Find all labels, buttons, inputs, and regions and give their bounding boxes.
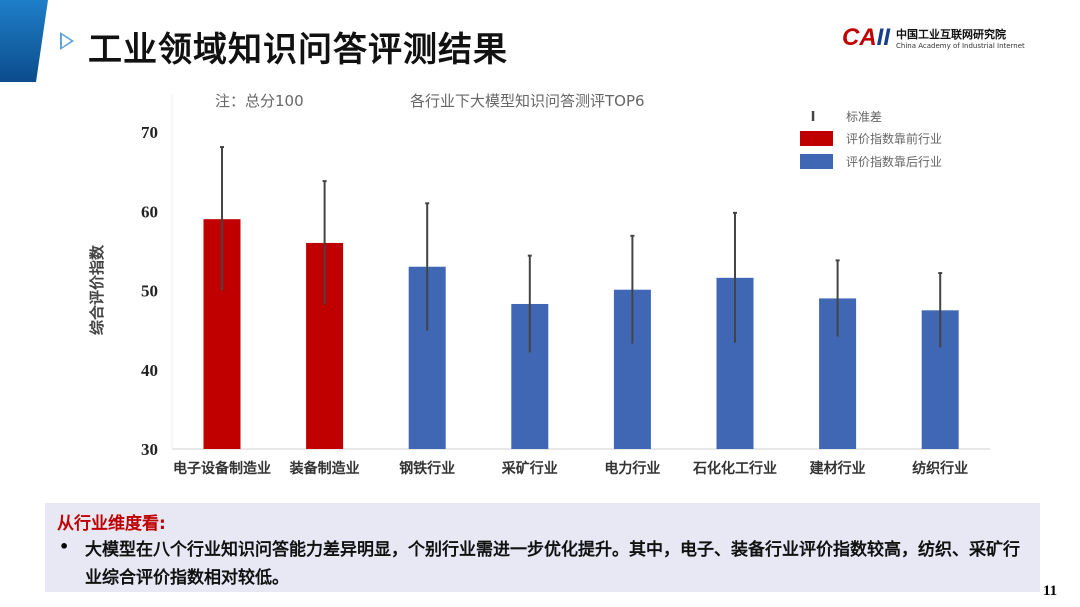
bullet: • <box>59 537 70 556</box>
x-tick-label: 采矿行业 <box>501 460 558 477</box>
y-tick-label: 70 <box>141 123 158 142</box>
logo-en: China Academy of Industrial Internet <box>896 42 1025 50</box>
chart-note: 注：总分100 <box>215 92 304 110</box>
summary-text: 大模型在八个行业知识问答能力差异明显，个别行业需进一步优化提升。其中，电子、装备… <box>85 540 1020 588</box>
y-axis-label: 综合评价指数 <box>88 244 106 335</box>
triangle-bullet-icon <box>60 32 74 50</box>
chart-title: 各行业下大模型知识问答测评TOP6 <box>410 92 645 110</box>
logo-cn: 中国工业互联网研究院 <box>896 28 1007 41</box>
x-tick-label: 电力行业 <box>604 460 660 477</box>
y-tick-label: 40 <box>141 361 158 380</box>
summary-heading: 从行业维度看: <box>57 514 166 534</box>
y-tick-label: 60 <box>141 202 158 221</box>
page-title: 工业领域知识问答评测结果 <box>88 30 508 70</box>
logo-mark: CAII <box>842 24 891 51</box>
legend-swatch-bottom <box>800 154 833 169</box>
y-tick-label: 50 <box>141 282 158 301</box>
page-number: 11 <box>1043 583 1058 599</box>
caii-logo: CAII 中国工业互联网研究院 China Academy of Industr… <box>842 24 1025 52</box>
x-tick-label: 装备制造业 <box>289 460 360 477</box>
legend-label: 评价指数靠后行业 <box>846 154 942 169</box>
bar-chart: 30 40 50 60 70 综合评价指数 注：总分100 各行业下大模型知识问答测评TOP6… <box>88 92 990 477</box>
legend-label: 评价指数靠前行业 <box>846 131 942 146</box>
x-tick-label: 建材行业 <box>810 460 866 477</box>
x-tick-label: 纺织行业 <box>912 460 968 477</box>
x-tick-label: 电子设备制造业 <box>173 460 271 477</box>
y-tick-label: 30 <box>141 440 158 459</box>
summary-box: 从行业维度看: • 大模型在八个行业知识问答能力差异明显，个别行业需进一步优化提… <box>45 503 1040 592</box>
x-tick-label: 钢铁行业 <box>399 460 455 477</box>
legend-swatch-top <box>800 131 833 146</box>
x-tick-label: 石化化工行业 <box>692 460 777 477</box>
legend-label: 标准差 <box>846 110 882 124</box>
errorbar-legend-icon: I <box>811 110 816 125</box>
